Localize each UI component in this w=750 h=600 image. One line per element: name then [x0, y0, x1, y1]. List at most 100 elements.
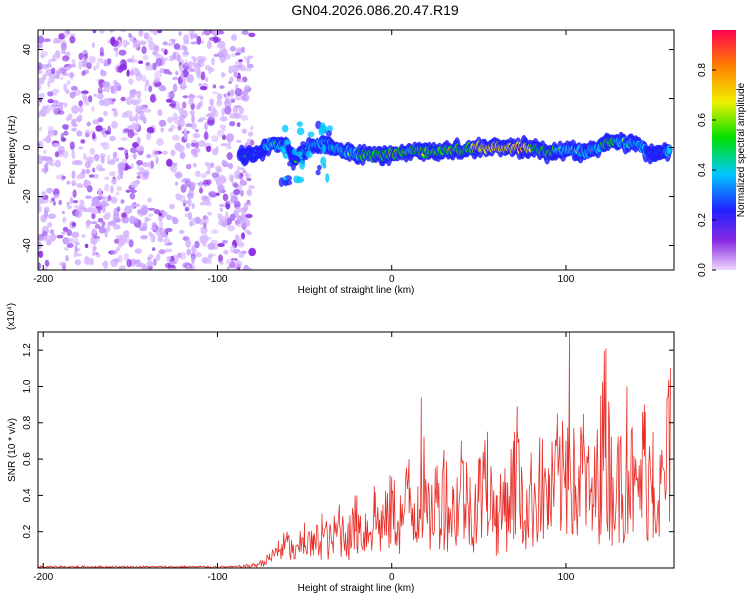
noise-blob: [155, 57, 163, 67]
noise-blob: [184, 184, 189, 188]
noise-blob: [76, 174, 82, 180]
noise-blob: [52, 92, 58, 96]
noise-blob: [81, 70, 86, 76]
noise-blob: [219, 85, 225, 89]
noise-blob: [64, 246, 69, 251]
signal-scatter: [317, 164, 322, 171]
noise-blob: [234, 170, 241, 180]
noise-blob: [248, 185, 255, 190]
noise-blob: [234, 235, 243, 243]
noise-blob: [237, 64, 242, 68]
noise-blob: [131, 89, 136, 93]
noise-blob: [233, 188, 241, 196]
noise-blob: [133, 217, 138, 224]
noise-blob: [112, 151, 118, 159]
signal-scatter: [315, 169, 321, 176]
noise-blob: [41, 191, 46, 196]
signal-scatter: [307, 131, 315, 138]
signal-scatter: [295, 151, 303, 157]
noise-blob: [54, 50, 61, 59]
noise-blob: [128, 116, 136, 122]
noise-blob: [175, 70, 179, 76]
colorbar-tick-label: 0.0: [697, 263, 708, 277]
noise-blob: [206, 40, 212, 50]
noise-blob: [231, 99, 235, 103]
noise-blob: [110, 249, 118, 255]
noise-blob: [130, 69, 135, 77]
noise-blob: [160, 127, 165, 133]
noise-blob: [124, 110, 133, 118]
noise-blob: [191, 256, 195, 265]
y-tick-label: 0.2: [22, 524, 33, 538]
noise-blob: [125, 189, 131, 193]
y-tick-label: 0: [22, 144, 33, 150]
noise-blob: [110, 158, 118, 163]
noise-blob: [218, 261, 224, 265]
noise-blob: [47, 91, 54, 97]
noise-blob: [60, 76, 64, 81]
noise-blob: [153, 44, 160, 53]
noise-blob: [219, 45, 226, 53]
noise-blob: [110, 39, 119, 47]
noise-blob: [134, 248, 142, 255]
noise-blob: [243, 56, 247, 60]
noise-blob: [150, 160, 154, 169]
noise-blob: [216, 93, 223, 101]
noise-blob: [67, 113, 73, 121]
y-tick-label: 40: [22, 44, 33, 56]
noise-blob: [241, 30, 249, 35]
noise-blob: [121, 216, 130, 224]
noise-blob: [74, 259, 82, 266]
noise-blob: [203, 30, 212, 36]
noise-blob: [250, 125, 254, 131]
noise-blob: [169, 203, 175, 210]
noise-blob: [57, 145, 65, 153]
noise-blob: [71, 105, 80, 114]
colorbar-ticks: 0.0 0.2 0.4 0.6 0.8: [697, 63, 716, 277]
noise-blob: [245, 202, 252, 206]
noise-blob: [61, 175, 66, 180]
noise-blob: [99, 47, 104, 56]
noise-blob: [92, 252, 96, 256]
noise-blob: [151, 222, 157, 229]
noise-blob: [129, 215, 136, 225]
noise-blob: [200, 71, 206, 81]
signal-scatter: [325, 173, 330, 183]
noise-blob: [123, 128, 130, 133]
signal-scatter: [296, 121, 303, 127]
noise-blob: [38, 157, 42, 164]
noise-blob: [108, 97, 113, 102]
noise-blob: [210, 162, 215, 169]
noise-blob: [205, 170, 211, 175]
noise-blob: [97, 188, 103, 196]
noise-blob: [219, 207, 223, 212]
noise-blob: [134, 113, 139, 123]
noise-blob: [185, 265, 192, 270]
noise-blob: [111, 98, 116, 102]
noise-blob: [38, 250, 44, 258]
noise-blob: [237, 165, 240, 173]
snr-axes: -200 -100 0 100 0.2 0.4 0.6 0.8 1.0 1.2: [22, 332, 674, 583]
noise-blob: [120, 96, 126, 102]
y-tick-label: 0.8: [22, 415, 33, 429]
noise-blob: [169, 57, 174, 62]
noise-blob: [61, 231, 67, 235]
noise-blob: [80, 139, 86, 144]
noise-blob: [83, 152, 87, 162]
noise-blob: [54, 151, 60, 158]
noise-blob: [118, 167, 124, 176]
noise-blob: [115, 191, 120, 196]
noise-blob: [87, 95, 93, 103]
noise-blob: [125, 152, 129, 160]
noise-blob: [146, 132, 152, 141]
noise-blob: [97, 205, 102, 214]
noise-blob: [195, 129, 199, 133]
noise-blob: [116, 206, 121, 212]
colorbar-tick-label: 0.4: [697, 163, 708, 177]
noise-blob: [53, 38, 59, 44]
noise-blob: [63, 30, 68, 38]
noise-blob: [54, 74, 60, 79]
noise-blob: [211, 135, 219, 143]
noise-blob: [189, 181, 195, 188]
noise-blob: [95, 125, 103, 132]
